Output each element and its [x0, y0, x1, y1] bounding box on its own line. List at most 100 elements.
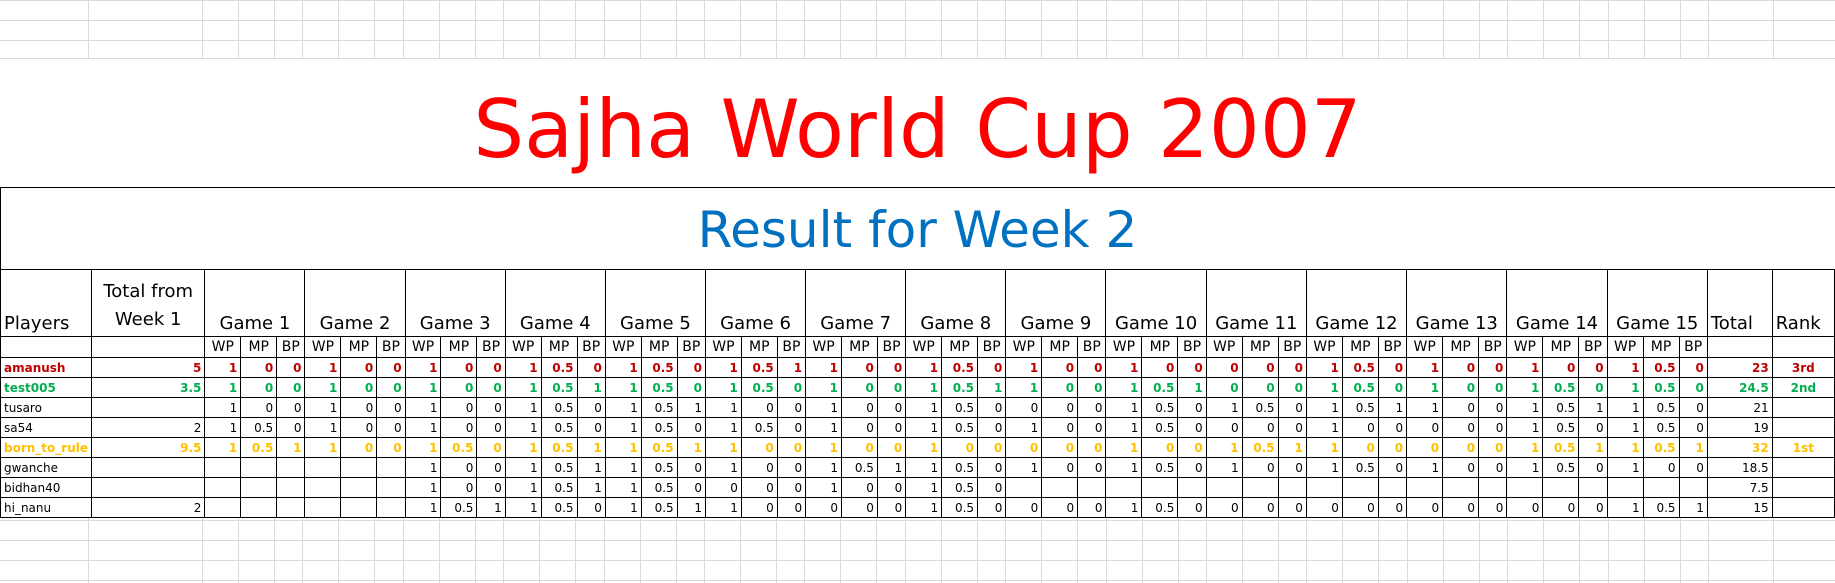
game-2-bp[interactable]	[376, 477, 406, 498]
game-6-wp[interactable]: 1	[704, 357, 742, 378]
game-4-bp[interactable]: 0	[576, 497, 606, 518]
game-10-mp[interactable]: 0.5	[1141, 377, 1179, 398]
game-11-wp[interactable]	[1205, 477, 1243, 498]
subheader-wp[interactable]: WP	[805, 336, 842, 358]
game-14-wp[interactable]: 1	[1506, 397, 1544, 418]
game-1-bp[interactable]	[276, 477, 306, 498]
game-4-mp[interactable]: 0.5	[540, 417, 578, 438]
game-8-bp[interactable]: 0	[977, 497, 1007, 518]
rank-cell[interactable]	[1771, 457, 1835, 478]
subheader-mp[interactable]: MP	[1341, 336, 1379, 358]
total-cell[interactable]: 18.5	[1706, 457, 1773, 478]
game-11-bp[interactable]: 1	[1277, 437, 1307, 458]
game-4-wp[interactable]: 1	[504, 397, 542, 418]
game-3-mp[interactable]: 0.5	[440, 497, 478, 518]
game-3-mp[interactable]: 0.5	[440, 437, 478, 458]
game-8-mp[interactable]: 0.5	[941, 497, 979, 518]
game-4-mp[interactable]: 0.5	[540, 497, 578, 518]
game-4-wp[interactable]: 1	[504, 377, 542, 398]
game-2-mp[interactable]	[340, 477, 378, 498]
total-cell[interactable]: 24.5	[1706, 377, 1773, 398]
game-11-mp[interactable]: 0.5	[1241, 437, 1279, 458]
game-5-wp[interactable]: 1	[604, 497, 642, 518]
total-cell[interactable]: 23	[1706, 357, 1773, 378]
game-14-mp[interactable]: 0	[1542, 357, 1580, 378]
game-11-wp[interactable]: 0	[1205, 417, 1243, 438]
game-4-wp[interactable]: 1	[504, 437, 542, 458]
game-1-wp[interactable]	[204, 497, 242, 518]
game-10-bp[interactable]: 0	[1177, 357, 1207, 378]
game-11-mp[interactable]	[1241, 477, 1279, 498]
game-3-bp[interactable]: 0	[476, 477, 506, 498]
game-5-bp[interactable]: 0	[676, 457, 706, 478]
game-7-wp[interactable]: 1	[805, 397, 842, 418]
game-5-bp[interactable]: 1	[676, 437, 706, 458]
game-15-bp[interactable]	[1678, 477, 1708, 498]
header-game[interactable]: Game 11	[1205, 269, 1307, 337]
game-10-wp[interactable]: 1	[1105, 417, 1143, 438]
game-12-mp[interactable]	[1341, 477, 1379, 498]
game-10-wp[interactable]: 1	[1105, 397, 1143, 418]
game-2-wp[interactable]	[304, 477, 342, 498]
game-4-wp[interactable]: 1	[504, 357, 542, 378]
game-5-bp[interactable]: 0	[676, 357, 706, 378]
week1-total[interactable]: 5	[90, 357, 206, 378]
game-10-wp[interactable]: 1	[1105, 457, 1143, 478]
game-8-bp[interactable]: 1	[977, 377, 1007, 398]
game-8-wp[interactable]: 1	[905, 417, 943, 438]
game-8-bp[interactable]: 0	[977, 417, 1007, 438]
game-13-wp[interactable]: 1	[1406, 357, 1444, 378]
game-14-mp[interactable]: 0.5	[1542, 397, 1580, 418]
game-2-mp[interactable]: 0	[340, 397, 378, 418]
game-4-wp[interactable]: 1	[504, 477, 542, 498]
subheader-empty[interactable]	[1706, 336, 1773, 358]
header-total-from-week1[interactable]: Total from Week 1	[90, 269, 206, 337]
game-8-mp[interactable]: 0.5	[941, 377, 979, 398]
header-game[interactable]: Game 4	[504, 269, 606, 337]
game-4-mp[interactable]: 0.5	[540, 477, 578, 498]
game-11-wp[interactable]: 1	[1205, 437, 1243, 458]
game-1-wp[interactable]	[204, 477, 242, 498]
week1-total[interactable]	[90, 397, 206, 418]
game-11-bp[interactable]	[1277, 477, 1307, 498]
game-2-wp[interactable]: 1	[304, 377, 342, 398]
game-2-mp[interactable]	[340, 497, 378, 518]
subheader-wp[interactable]: WP	[504, 336, 542, 358]
game-10-bp[interactable]: 0	[1177, 417, 1207, 438]
subheader-bp[interactable]: BP	[776, 336, 807, 358]
game-2-wp[interactable]	[304, 497, 342, 518]
game-1-mp[interactable]: 0.5	[240, 437, 278, 458]
game-10-mp[interactable]: 0.5	[1141, 417, 1179, 438]
game-11-bp[interactable]: 0	[1277, 377, 1307, 398]
game-1-bp[interactable]: 0	[276, 417, 306, 438]
game-1-wp[interactable]	[204, 457, 242, 478]
game-7-bp[interactable]: 0	[876, 437, 907, 458]
game-5-wp[interactable]: 1	[604, 477, 642, 498]
game-1-mp[interactable]	[240, 457, 278, 478]
game-9-mp[interactable]: 0	[1041, 357, 1079, 378]
game-12-bp[interactable]: 0	[1377, 457, 1408, 478]
game-10-bp[interactable]: 0	[1177, 437, 1207, 458]
game-14-bp[interactable]: 0	[1578, 457, 1608, 478]
week1-total[interactable]: 2	[90, 497, 206, 518]
subheader-bp[interactable]: BP	[1077, 336, 1107, 358]
game-8-wp[interactable]: 1	[905, 437, 943, 458]
game-12-bp[interactable]: 0	[1377, 377, 1408, 398]
game-14-mp[interactable]: 0.5	[1542, 437, 1580, 458]
game-13-bp[interactable]: 0	[1478, 417, 1508, 438]
subheader-mp[interactable]: MP	[640, 336, 678, 358]
game-9-bp[interactable]: 0	[1077, 377, 1107, 398]
game-6-wp[interactable]: 1	[704, 457, 742, 478]
game-6-mp[interactable]: 0	[740, 477, 778, 498]
game-9-mp[interactable]: 0	[1041, 437, 1079, 458]
game-4-wp[interactable]: 1	[504, 497, 542, 518]
game-13-mp[interactable]	[1442, 477, 1480, 498]
header-game[interactable]: Game 8	[905, 269, 1007, 337]
game-2-bp[interactable]: 0	[376, 377, 406, 398]
game-6-bp[interactable]: 0	[776, 397, 807, 418]
game-7-wp[interactable]: 1	[805, 357, 842, 378]
game-9-wp[interactable]: 1	[1005, 457, 1043, 478]
game-3-bp[interactable]: 0	[476, 457, 506, 478]
subheader-bp[interactable]: BP	[1177, 336, 1207, 358]
game-14-mp[interactable]: 0	[1542, 497, 1580, 518]
